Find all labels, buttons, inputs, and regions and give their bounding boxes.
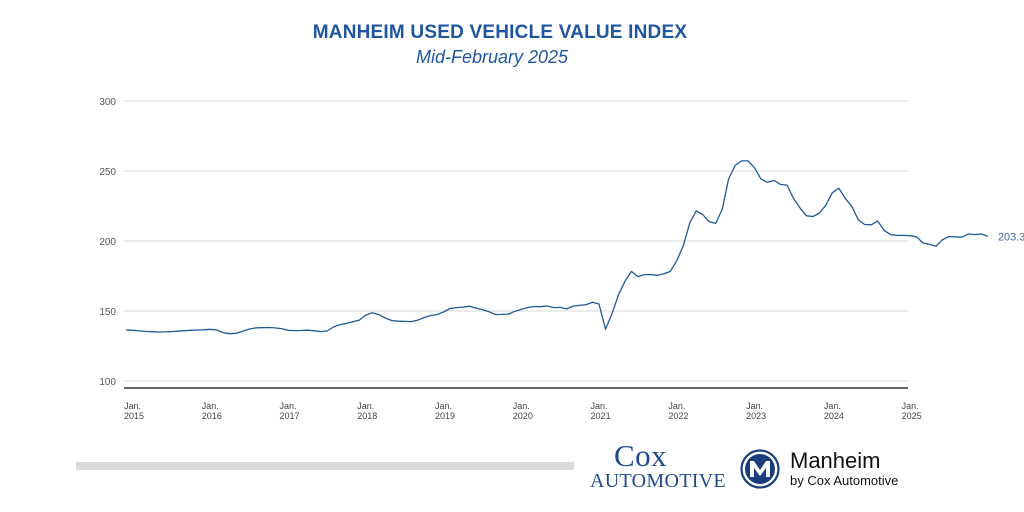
x-tick-label-month: Jan.	[591, 401, 608, 411]
x-tick-label-month: Jan.	[435, 401, 452, 411]
grid-lines	[124, 100, 908, 389]
manheim-m-icon	[740, 449, 780, 489]
x-tick-label-year: 2022	[668, 411, 688, 421]
x-tick-label-month: Jan.	[357, 401, 374, 411]
x-tick-label-month: Jan.	[746, 401, 763, 411]
x-tick-label-year: 2016	[202, 411, 222, 421]
x-tick-label-year: 2015	[124, 411, 144, 421]
x-tick-label-month: Jan.	[124, 401, 141, 411]
x-tick-label-year: 2021	[591, 411, 611, 421]
manheim-name: Manheim	[790, 448, 881, 473]
y-tick-label: 200	[99, 237, 116, 248]
chart-subtitle: Mid-February 2025	[415, 47, 569, 67]
y-tick-label: 100	[99, 377, 116, 388]
x-tick-label-year: 2023	[746, 411, 766, 421]
y-tick-label: 250	[99, 167, 116, 178]
x-tick-label-month: Jan.	[902, 401, 919, 411]
chart-title: MANHEIM USED VEHICLE VALUE INDEX	[312, 22, 688, 43]
x-tick-label-year: 2019	[435, 411, 455, 421]
x-tick-label-month: Jan.	[280, 401, 297, 411]
series-line	[125, 160, 989, 335]
manheim-logo-text: Manheim by Cox Automotive	[790, 449, 898, 489]
x-tick-label-month: Jan.	[824, 401, 841, 411]
y-tick-label: 300	[99, 97, 116, 108]
decorative-divider-bar	[76, 462, 574, 470]
last-value-label: 203.3	[998, 231, 1024, 243]
cox-logo-word: Cox	[614, 438, 668, 473]
x-tick-label-month: Jan.	[513, 401, 530, 411]
manheim-tagline: by Cox Automotive	[790, 473, 899, 488]
x-tick-label-year: 2020	[513, 411, 533, 421]
x-tick-label-month: Jan.	[202, 401, 219, 411]
x-tick-label-month: Jan.	[668, 401, 685, 411]
x-tick-label-year: 2018	[357, 411, 377, 421]
y-tick-label: 150	[99, 307, 116, 318]
series-group: 203.3	[125, 160, 1024, 335]
x-tick-label-year: 2017	[280, 411, 300, 421]
y-axis-ticks: 100 150 200 250 300	[99, 97, 116, 388]
cox-logo-subword: AUTOMOTIVE	[590, 470, 726, 492]
x-tick-label-year: 2024	[824, 411, 844, 421]
x-axis-ticks: Jan.2015Jan.2016Jan.2017Jan.2018Jan.2019…	[124, 401, 922, 421]
x-tick-label-year: 2025	[902, 411, 922, 421]
cox-automotive-logo: Cox AUTOMOTIVE	[590, 438, 730, 492]
